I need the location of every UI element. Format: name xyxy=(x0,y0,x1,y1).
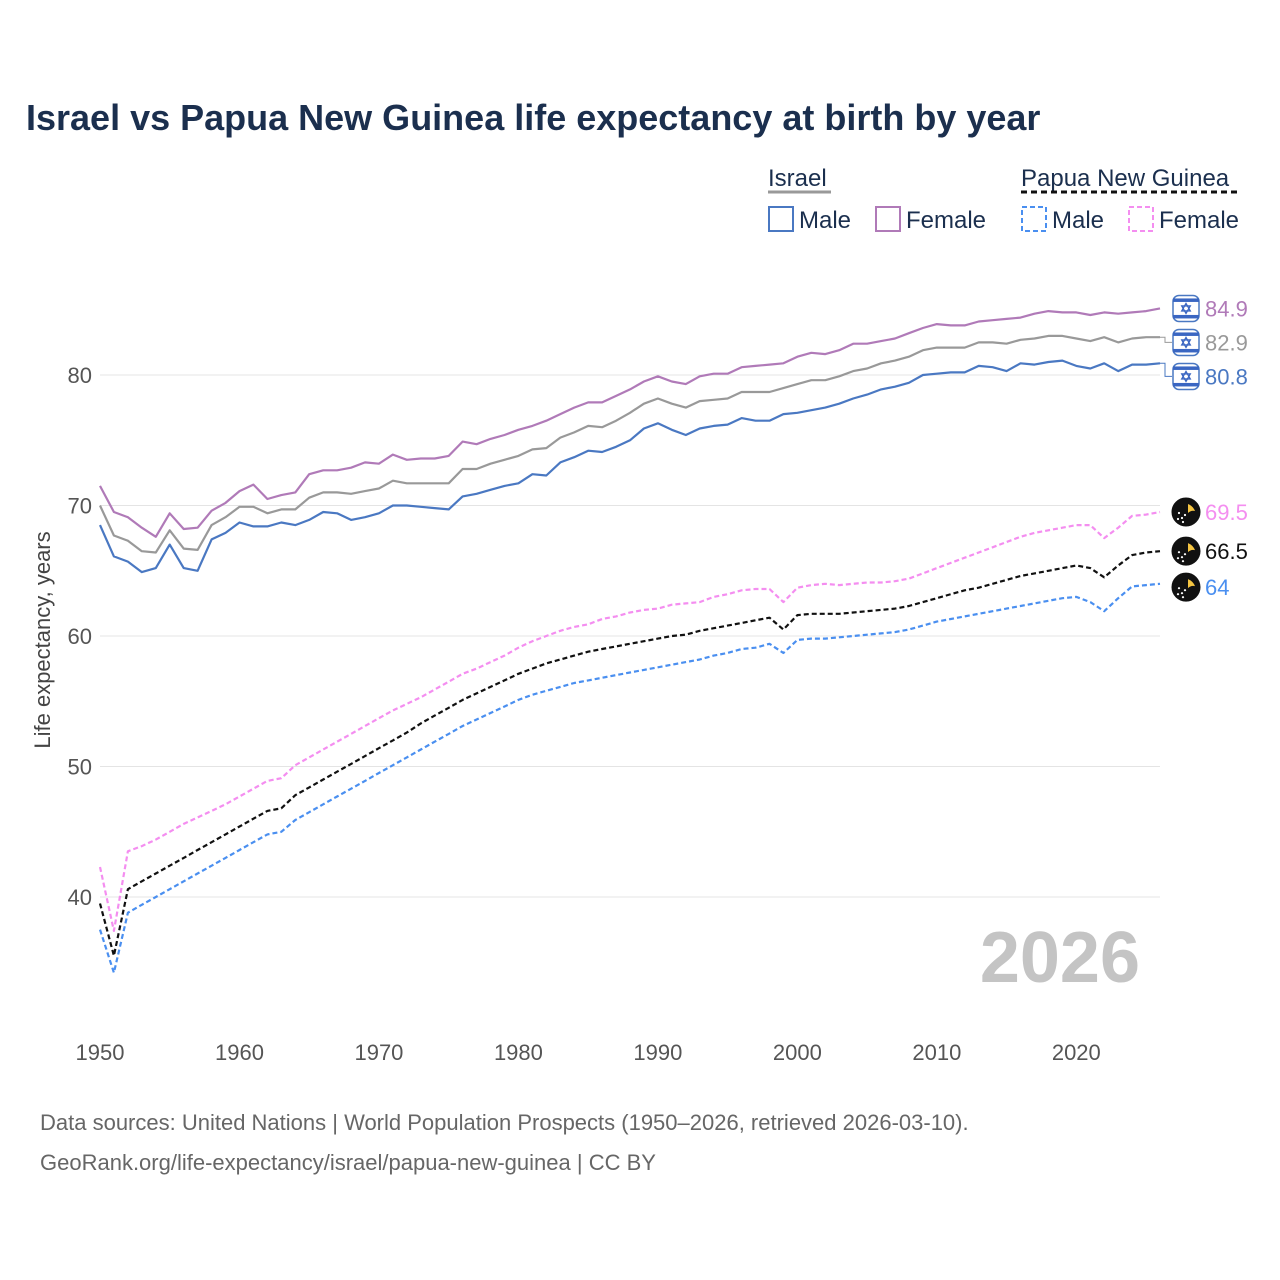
legend-group-israel-title: Israel xyxy=(768,165,827,192)
legend-israel-female-swatch xyxy=(875,206,901,232)
x-tick-label: 2020 xyxy=(1052,1040,1101,1065)
legend-png-male-swatch xyxy=(1021,206,1047,232)
x-tick-label: 1970 xyxy=(354,1040,403,1065)
series-line-papua-new-guinea-male xyxy=(98,582,1161,974)
israel-flag-icon xyxy=(1172,328,1200,357)
x-tick-label: 1960 xyxy=(215,1040,264,1065)
legend-png-female-swatch xyxy=(1128,206,1154,232)
series-lines xyxy=(98,307,1161,974)
end-value-label: 69.5 xyxy=(1205,500,1248,525)
legend-png-female-label: Female xyxy=(1159,207,1239,234)
source-line-1: Data sources: United Nations | World Pop… xyxy=(40,1110,969,1135)
end-value-label: 64 xyxy=(1205,575,1229,600)
x-axis-ticks: 1950 1960 1970 1980 1990 2000 2010 2020 xyxy=(76,1040,1101,1065)
x-tick-label: 1950 xyxy=(76,1040,125,1065)
end-value-label: 80.8 xyxy=(1205,364,1248,389)
end-value-label: 82.9 xyxy=(1205,330,1248,355)
y-tick-label: 60 xyxy=(68,624,92,649)
papua-new-guinea-flag-icon xyxy=(1171,536,1201,566)
legend: Israel Male Female Papua New Guinea Male… xyxy=(768,165,1239,234)
series-line-israel-total xyxy=(99,334,1160,554)
legend-israel-female-label: Female xyxy=(906,207,986,234)
end-connector xyxy=(1160,336,1172,343)
israel-flag-icon xyxy=(1172,362,1200,391)
y-tick-label: 50 xyxy=(68,755,92,780)
series-line-israel-female xyxy=(99,307,1161,538)
legend-israel-male-swatch xyxy=(768,206,794,232)
chart-title: Israel vs Papua New Guinea life expectan… xyxy=(26,97,1040,138)
x-tick-label: 2010 xyxy=(912,1040,961,1065)
end-connector xyxy=(1160,362,1172,377)
y-tick-label: 80 xyxy=(68,363,92,388)
y-axis-label: Life expectancy, years xyxy=(30,531,55,748)
x-tick-label: 2000 xyxy=(773,1040,822,1065)
series-line-papua-new-guinea-total xyxy=(98,550,1161,957)
x-tick-label: 1990 xyxy=(633,1040,682,1065)
gridlines xyxy=(100,374,1160,898)
series-line-israel-male xyxy=(98,359,1161,574)
papua-new-guinea-flag-icon xyxy=(1171,497,1201,527)
papua-new-guinea-flag-icon xyxy=(1171,572,1201,602)
y-axis-ticks: 40 50 60 70 80 xyxy=(68,363,92,910)
end-value-label: 66.5 xyxy=(1205,539,1248,564)
legend-png-male-label: Male xyxy=(1052,207,1104,234)
end-labels: 84.9 82.9 80.8 69.5 66.5 64 xyxy=(1160,294,1248,602)
legend-israel-male-label: Male xyxy=(799,207,851,234)
end-value-label: 84.9 xyxy=(1205,296,1248,321)
y-tick-label: 40 xyxy=(68,885,92,910)
legend-group-png-title: Papua New Guinea xyxy=(1021,165,1230,192)
series-line-papua-new-guinea-female xyxy=(98,510,1161,933)
israel-flag-icon xyxy=(1172,294,1200,323)
year-watermark: 2026 xyxy=(980,918,1140,998)
y-tick-label: 70 xyxy=(68,494,92,519)
x-tick-label: 1980 xyxy=(494,1040,543,1065)
source-line-2: GeoRank.org/life-expectancy/israel/papua… xyxy=(40,1150,656,1175)
